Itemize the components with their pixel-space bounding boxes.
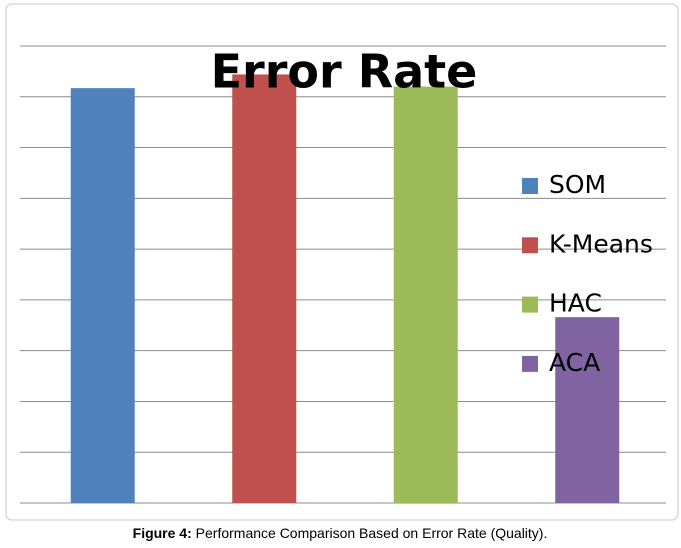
legend-label: HAC	[549, 289, 602, 318]
caption-text: Performance Comparison Based on Error Ra…	[196, 525, 548, 541]
legend-label: SOM	[549, 170, 606, 199]
bar	[555, 317, 620, 503]
bar	[393, 86, 458, 503]
legend-label: K-Means	[549, 229, 653, 258]
plot-area	[20, 45, 666, 504]
legend-swatch	[522, 296, 538, 313]
caption-label: Figure 4:	[133, 525, 192, 541]
bar	[70, 88, 135, 503]
caption: Figure 4: Performance Comparison Based o…	[133, 525, 548, 541]
legend-swatch	[522, 178, 538, 194]
chart-frame	[5, 3, 679, 521]
legend-label: ACA	[549, 348, 600, 377]
legend-swatch	[522, 355, 538, 372]
bar	[232, 74, 297, 504]
legend-swatch	[522, 237, 538, 254]
legend: SOM K-Means HAC ACA	[522, 170, 653, 377]
chart-title: Error Rate	[211, 45, 478, 99]
